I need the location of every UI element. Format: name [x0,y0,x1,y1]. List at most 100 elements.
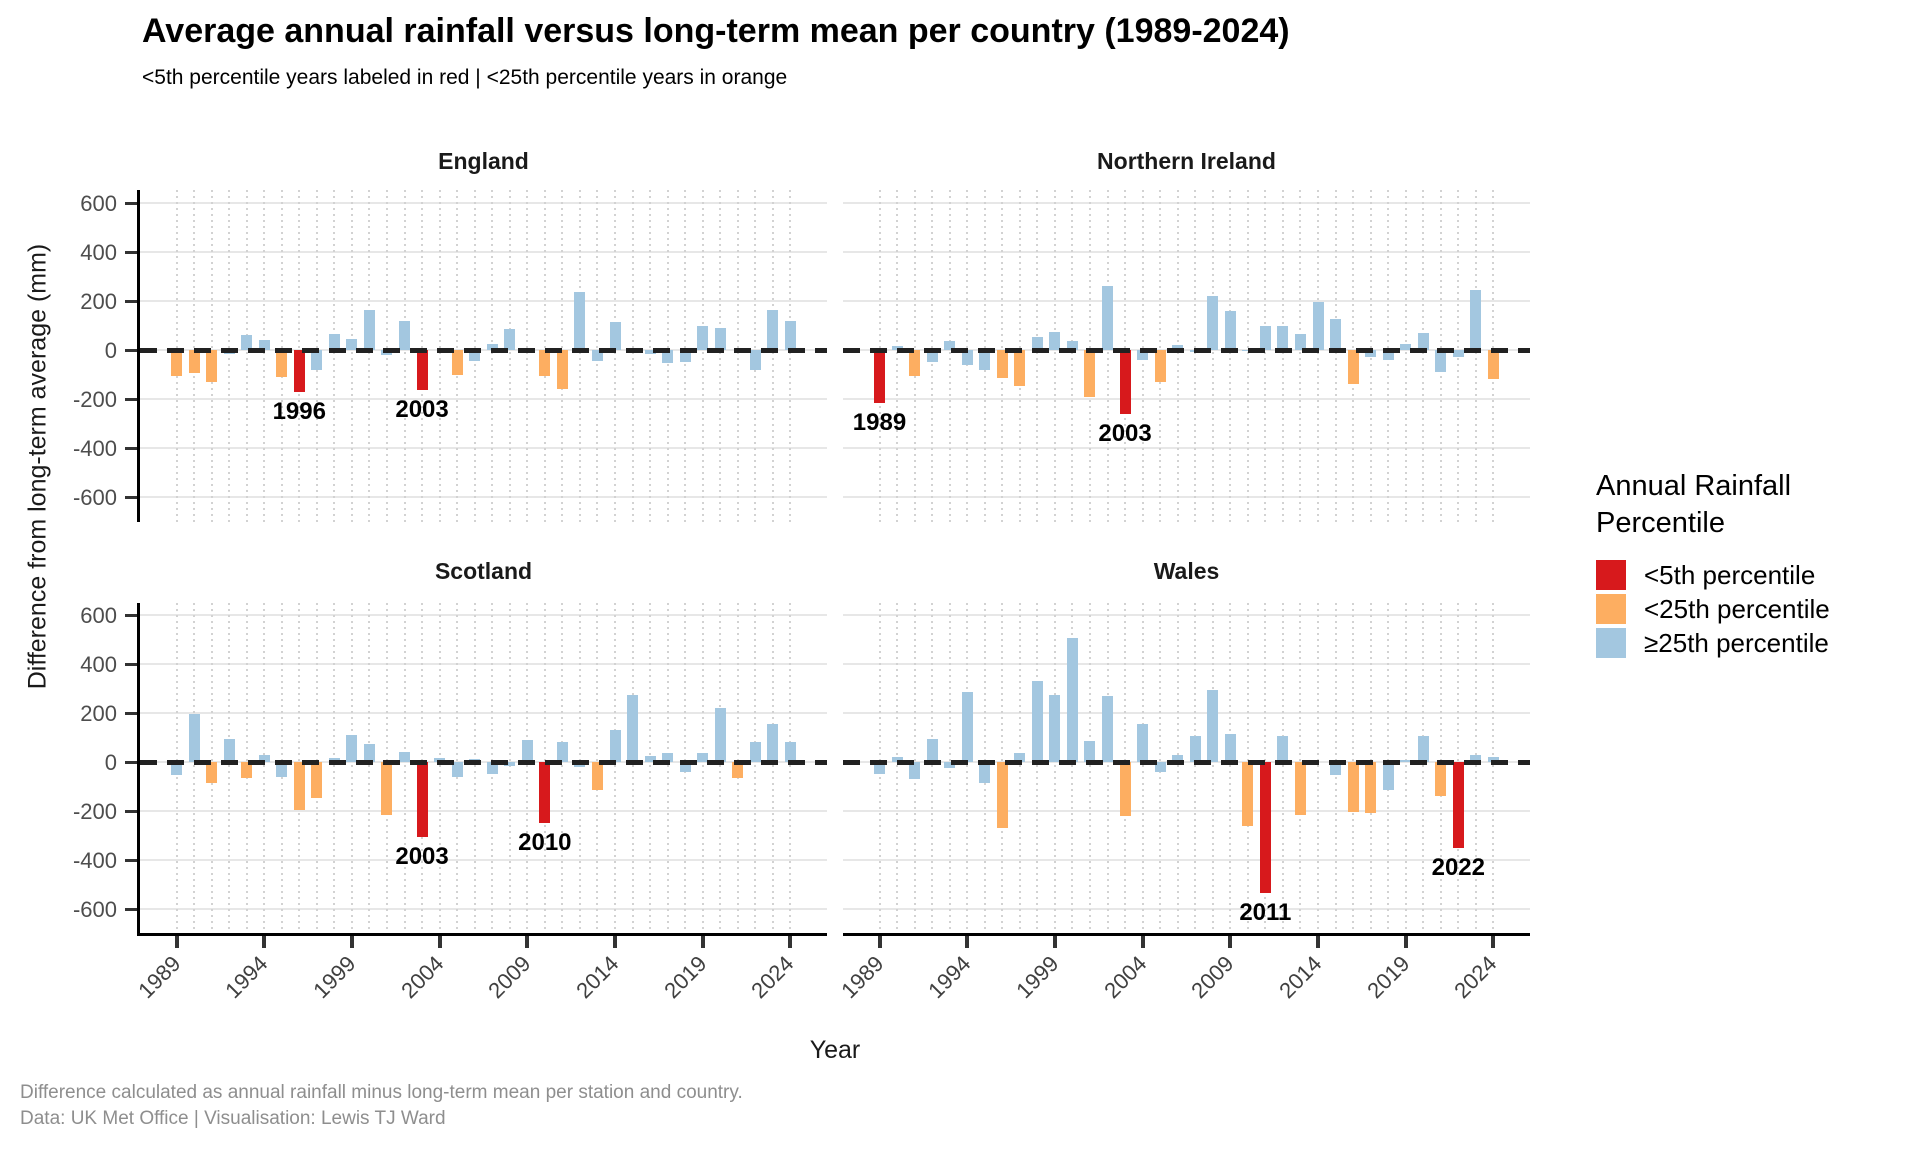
x-tick-scotland-2019 [700,936,705,948]
x-tick-label-scotland-2009: 2009 [483,950,536,1004]
gridline-x-2024 [1492,603,1495,933]
bar-northern-ireland-1995 [979,350,991,370]
bar-northern-ireland-2014 [1312,302,1324,350]
panel-england: England 1996 2003 600 400 200 0 -200 -400 -600 [73,148,827,522]
gridline-x-2013 [1299,190,1302,522]
gridline-x-1997 [1018,603,1021,933]
y-tick--200 [125,397,137,401]
bar-wales-2000 [1066,638,1078,762]
bar-wales-2020 [1417,736,1429,762]
x-tick-scotland-1994 [262,936,267,948]
bar-scotland-2022 [749,742,761,762]
gridline-x-2023 [771,190,774,522]
zero-line-scotland [140,759,827,765]
bar-scotland-2003 [416,762,428,837]
bar-northern-ireland-2021 [1435,350,1447,373]
gridline-x-2023 [771,603,774,933]
gridline-x-2009 [1229,603,1232,933]
bar-england-2024 [784,320,796,350]
chart-title: Average annual rainfall versus long-term… [142,12,1290,50]
bar-wales-1989 [874,762,885,775]
bar-northern-ireland-2020 [1417,332,1429,350]
gridline-x-1999 [350,190,353,522]
gridline-x-2023 [1474,190,1477,522]
gridline-y-200 [140,712,827,714]
gridline-x-1992 [228,603,231,933]
gridline-y--600 [843,908,1530,910]
bar-scotland-2011 [556,742,568,762]
gridline-y--400 [843,447,1530,449]
gridline-x-2011 [561,603,564,933]
bar-scotland-2016 [644,755,656,762]
gridline-x-1990 [193,603,196,933]
bar-england-2010 [539,350,551,376]
bar-england-2014 [609,321,621,350]
gridline-x-2016 [649,603,652,933]
y-tick-200 [125,711,137,715]
bar-england-1990 [188,350,200,374]
bar-wales-1994 [961,692,973,762]
y-tick-label--200: -200 [72,799,117,824]
bar-england-2013 [591,350,603,362]
bar-northern-ireland-1993 [944,341,956,350]
gridline-x-2012 [578,190,581,522]
bar-northern-ireland-2004 [1137,350,1149,360]
bar-england-1998 [328,334,340,350]
y-tick-label-0: 0 [104,338,117,363]
bar-scotland-1991 [206,762,218,783]
y-axis-line-scotland [137,603,140,936]
gridline-y-400 [843,663,1530,665]
y-tick-label--600: -600 [72,485,117,510]
bar-northern-ireland-1992 [926,350,938,363]
bar-scotland-2010 [539,762,551,824]
bar-year-label-northern-ireland-2003: 2003 [1098,419,1152,447]
gridline-x-2020 [1422,190,1425,522]
gridline-x-1998 [1036,603,1039,933]
bar-wales-2004 [1137,724,1149,762]
bar-scotland-2007 [486,762,498,775]
bar-wales-2016 [1347,762,1359,813]
bar-wales-1998 [1031,681,1043,762]
bar-northern-ireland-2008 [1207,296,1219,350]
gridline-y--200 [140,398,827,400]
y-tick-label-200: 200 [80,701,117,726]
bar-scotland-2013 [591,762,603,791]
gridline-x-2000 [1071,190,1074,522]
gridline-x-1998 [333,603,336,933]
y-tick--200 [125,809,137,813]
gridline-x-2023 [1474,603,1477,933]
bar-wales-2009 [1224,733,1236,762]
gridline-x-2014 [1317,603,1319,933]
gridline-x-2012 [578,603,581,933]
legend-title-line2: Percentile [1596,507,1725,539]
bar-wales-2017 [1365,762,1377,814]
bar-scotland-2020 [714,708,726,762]
y-tick--400 [125,858,137,862]
bar-northern-ireland-2023 [1470,289,1482,350]
gridline-x-2002 [403,190,406,522]
y-tick-label-0: 0 [104,750,117,775]
bar-england-1991 [206,350,218,382]
bar-england-1995 [276,350,288,377]
gridline-x-2022 [754,603,757,933]
gridline-x-2024 [789,603,792,933]
bar-scotland-1989 [171,762,182,776]
gridline-x-1990 [896,603,899,933]
gridline-x-1994 [966,603,969,933]
bar-wales-1999 [1049,694,1061,762]
bar-england-2020 [714,327,726,350]
x-tick-wales-1989 [877,936,882,948]
bar-wales-2003 [1119,762,1131,816]
bar-england-1994 [258,340,270,350]
bar-scotland-2015 [627,694,639,762]
x-axis-line-wales [843,933,1530,936]
bar-wales-2011 [1259,762,1271,894]
legend: Annual Rainfall Percentile <5th percenti… [1596,468,1830,660]
gridline-y--200 [843,810,1530,812]
x-tick-label-wales-1999: 1999 [1011,950,1064,1004]
gridline-y-600 [140,202,827,204]
gridline-x-1994 [263,603,266,933]
bar-england-2022 [749,350,761,370]
bar-northern-ireland-1996 [996,350,1008,379]
bar-wales-2023 [1470,754,1482,762]
